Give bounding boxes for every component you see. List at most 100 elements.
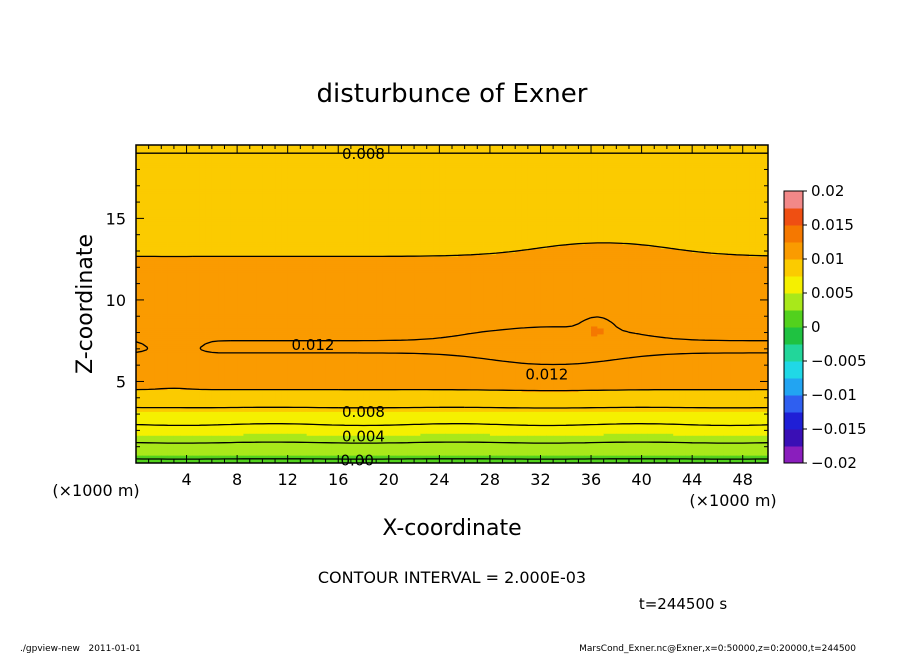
contour-cell: [148, 447, 156, 450]
contour-cell: [230, 176, 238, 180]
contour-cell: [249, 349, 257, 353]
contour-cell: [275, 343, 282, 347]
contour-cell: [142, 305, 150, 309]
contour-cell: [262, 443, 270, 446]
contour-cell: [294, 204, 301, 208]
contour-cell: [218, 335, 226, 339]
contour-cell: [148, 294, 156, 297]
contour-cell: [167, 401, 175, 404]
contour-cell: [199, 186, 207, 190]
contour-cell: [211, 461, 219, 463]
contour-cell: [306, 407, 314, 410]
contour-cell: [281, 413, 289, 416]
contour-cell: [173, 363, 181, 367]
contour-cell: [224, 210, 232, 214]
contour-cell: [237, 381, 245, 385]
contour-cell: [211, 190, 219, 194]
contour-cell: [275, 459, 282, 462]
contour-cell: [256, 272, 263, 275]
contour-cell: [237, 369, 245, 373]
contour-cell: [148, 238, 156, 241]
contour-cell: [154, 146, 162, 150]
contour-cell: [312, 222, 320, 226]
contour-cell: [180, 337, 188, 341]
contour-cell: [312, 373, 320, 377]
contour-cell: [161, 160, 169, 164]
contour-cell: [319, 166, 327, 170]
contour-cell: [243, 459, 251, 462]
contour-cell: [237, 403, 245, 406]
contour-cell: [237, 208, 245, 212]
contour-cell: [319, 174, 327, 178]
contour-cell: [256, 329, 263, 333]
contour-cell: [256, 315, 263, 319]
contour-cell: [199, 355, 207, 359]
contour-cell: [211, 409, 219, 412]
contour-cell: [199, 375, 207, 379]
contour-cell: [275, 256, 282, 259]
contour-cell: [180, 371, 188, 375]
contour-cell: [205, 451, 213, 454]
contour-cell: [256, 395, 263, 399]
contour-cell: [180, 226, 188, 230]
contour-cell: [180, 208, 188, 212]
contour-cell: [161, 226, 169, 230]
contour-cell: [192, 435, 200, 438]
contour-cell: [186, 441, 194, 444]
contour-cell: [142, 459, 150, 462]
contour-cell: [180, 232, 188, 236]
contour-cell: [300, 429, 308, 432]
contour-cell: [294, 377, 301, 381]
contour-cell: [306, 182, 314, 186]
contour-cell: [205, 395, 213, 399]
contour-cell: [319, 154, 327, 158]
contour-cell: [300, 453, 308, 456]
contour-cell: [262, 292, 270, 295]
contour-cell: [180, 282, 188, 285]
contour-cell: [249, 375, 257, 379]
contour-cell: [319, 268, 327, 271]
contour-cell: [186, 405, 194, 408]
contour-cell: [319, 433, 327, 436]
contour-cell: [249, 385, 257, 389]
contour-cell: [300, 208, 308, 212]
contour-cell: [167, 148, 175, 152]
contour-cell: [256, 148, 263, 152]
contour-cell: [205, 146, 213, 150]
contour-cell: [243, 226, 251, 230]
contour-cell: [268, 313, 276, 317]
contour-cell: [205, 270, 213, 273]
contour-cell: [237, 206, 245, 210]
contour-cell: [136, 417, 143, 420]
contour-cell: [161, 383, 169, 387]
contour-cell: [167, 208, 175, 212]
contour-cell: [300, 407, 308, 410]
contour-cell: [243, 415, 251, 418]
contour-cell: [211, 240, 219, 243]
contour-cell: [167, 250, 175, 253]
contour-cell: [294, 272, 301, 275]
contour-cell: [331, 459, 339, 462]
contour-cell: [287, 176, 295, 180]
contour-cell: [186, 302, 194, 305]
contour-cell: [205, 359, 213, 363]
contour-cell: [237, 453, 245, 456]
contour-cell: [199, 341, 207, 345]
contour-cell: [154, 309, 162, 313]
contour-cell: [306, 190, 314, 194]
contour-cell: [325, 371, 333, 375]
contour-cell: [154, 184, 162, 188]
contour-cell: [306, 228, 314, 232]
contour-cell: [167, 429, 175, 432]
contour-cell: [275, 196, 282, 200]
contour-cell: [142, 379, 150, 383]
contour-cell: [287, 333, 295, 337]
contour-cell: [211, 278, 219, 281]
contour-cell: [192, 284, 200, 287]
contour-cell: [161, 154, 169, 158]
contour-cell: [243, 379, 251, 383]
contour-cell: [218, 389, 226, 393]
contour-cell: [287, 375, 295, 379]
contour-cell: [319, 389, 327, 393]
contour-cell: [256, 445, 263, 448]
